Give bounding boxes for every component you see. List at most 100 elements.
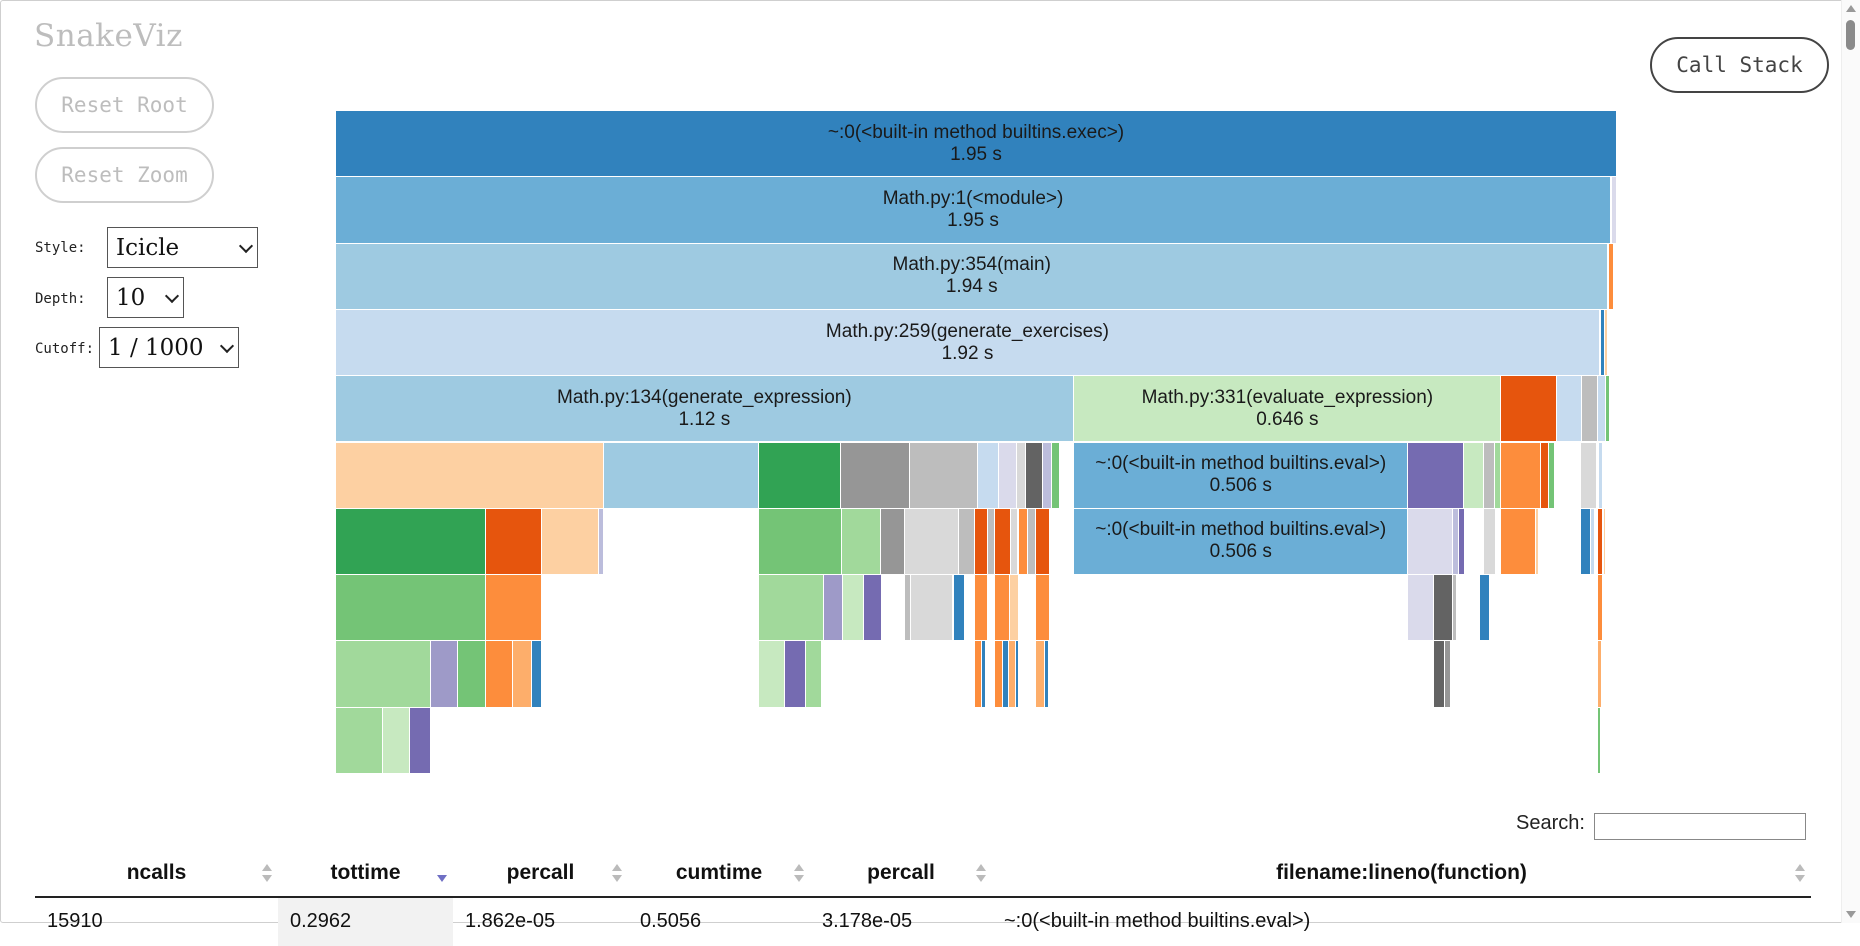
icicle-block[interactable] (1434, 575, 1453, 642)
icicle-block[interactable] (1015, 641, 1020, 708)
scroll-up-icon[interactable] (1846, 5, 1856, 12)
icicle-block[interactable] (430, 641, 459, 708)
icicle-block[interactable] (542, 508, 599, 576)
icicle-block[interactable] (843, 575, 864, 642)
icicle-block[interactable] (1484, 442, 1496, 509)
icicle-block[interactable] (513, 641, 532, 708)
icicle-block[interactable] (1495, 442, 1501, 509)
icicle-block[interactable] (1603, 508, 1607, 576)
icicle-block[interactable] (1017, 442, 1026, 509)
scrollbar-thumb[interactable] (1846, 20, 1855, 50)
depth-select[interactable]: 10 (107, 277, 184, 318)
icicle-block[interactable] (841, 442, 911, 509)
icicle-block[interactable] (824, 575, 844, 642)
icicle-block[interactable] (904, 575, 911, 642)
icicle-block[interactable] (1599, 442, 1604, 509)
reset-zoom-button[interactable]: Reset Zoom (35, 147, 214, 203)
icicle-block[interactable] (486, 508, 543, 576)
icicle-block[interactable] (336, 641, 431, 708)
icicle-block[interactable] (910, 442, 979, 509)
icicle-block[interactable] (785, 641, 807, 708)
icicle-block[interactable] (759, 442, 842, 509)
icicle-block-labeled[interactable]: Math.py:354(main) 1.94 s (336, 243, 1609, 310)
column-header-percall-cum[interactable]: percall (810, 850, 992, 898)
icicle-block[interactable] (1408, 442, 1464, 509)
column-header-tottime[interactable]: tottime (278, 850, 453, 898)
icicle-block[interactable] (1580, 508, 1592, 576)
icicle-block[interactable] (1549, 442, 1556, 509)
icicle-block[interactable] (1463, 442, 1485, 509)
icicle-block[interactable] (999, 442, 1018, 509)
icicle-block[interactable] (336, 707, 384, 774)
icicle-block[interactable] (1044, 641, 1050, 708)
icicle-block[interactable] (759, 575, 825, 642)
icicle-block[interactable] (842, 508, 882, 576)
icicle-block[interactable] (1036, 641, 1045, 708)
icicle-block[interactable] (383, 707, 410, 774)
icicle-block[interactable] (485, 641, 514, 708)
icicle-block[interactable] (1453, 508, 1460, 576)
icicle-block[interactable] (1002, 641, 1010, 708)
icicle-block[interactable] (759, 508, 843, 576)
icicle-block[interactable] (1434, 641, 1445, 708)
icicle-block[interactable] (1036, 575, 1051, 642)
icicle-block[interactable] (1019, 508, 1029, 576)
column-header-percall[interactable]: percall (453, 850, 628, 898)
icicle-block[interactable] (806, 641, 823, 708)
icicle-block[interactable] (1480, 575, 1491, 642)
icicle-block[interactable] (1408, 508, 1454, 576)
icicle-block[interactable] (1501, 442, 1542, 509)
icicle-block[interactable] (904, 508, 959, 576)
reset-root-button[interactable]: Reset Root (35, 77, 214, 133)
icicle-block[interactable] (1408, 575, 1435, 642)
cutoff-select[interactable]: 1 / 1000 (99, 327, 239, 368)
icicle-block[interactable] (336, 442, 605, 509)
icicle-block[interactable] (1010, 575, 1020, 642)
icicle-block[interactable] (978, 442, 1000, 509)
icicle-block[interactable] (974, 575, 988, 642)
table-row[interactable]: 15910 0.2962 1.862e-05 0.5056 3.178e-05 … (35, 897, 1811, 946)
icicle-block[interactable] (994, 575, 1010, 642)
column-header-function[interactable]: filename:lineno(function) (992, 850, 1811, 898)
icicle-block[interactable] (1009, 641, 1016, 708)
icicle-block[interactable] (910, 575, 954, 642)
icicle-block[interactable] (1501, 508, 1536, 576)
icicle-block[interactable] (974, 641, 983, 708)
search-input[interactable] (1594, 813, 1806, 840)
icicle-block[interactable] (1535, 508, 1539, 576)
icicle-block[interactable] (1604, 309, 1609, 377)
icicle-block[interactable] (531, 641, 543, 708)
icicle-block-labeled[interactable]: ~:0(<built-in method builtins.exec>) 1.95… (336, 111, 1617, 178)
icicle-block[interactable] (1597, 575, 1603, 642)
icicle-block[interactable] (1541, 442, 1550, 509)
icicle-block[interactable] (1580, 442, 1597, 509)
icicle-block-labeled[interactable]: ~:0(<built-in method builtins.eval>) 0.50… (1074, 442, 1409, 509)
icicle-block[interactable] (1444, 641, 1451, 708)
call-stack-button[interactable]: Call Stack (1650, 37, 1829, 93)
icicle-block[interactable] (987, 508, 995, 576)
icicle-block[interactable] (759, 641, 786, 708)
icicle-block[interactable] (958, 508, 975, 576)
icicle-block[interactable] (409, 707, 431, 774)
icicle-block[interactable] (1537, 575, 1539, 642)
icicle-block[interactable] (1025, 442, 1043, 509)
icicle-block[interactable] (881, 508, 905, 576)
icicle-block[interactable] (1484, 508, 1497, 576)
icicle-block[interactable] (863, 575, 882, 642)
icicle-block[interactable] (1052, 442, 1060, 509)
icicle-block[interactable] (994, 508, 1011, 576)
icicle-block[interactable] (1597, 641, 1602, 708)
icicle-block[interactable] (1557, 376, 1582, 443)
icicle-block-labeled[interactable]: ~:0(<built-in method builtins.eval>) 0.50… (1074, 508, 1409, 576)
icicle-block[interactable] (1597, 707, 1601, 774)
icicle-block[interactable] (1452, 575, 1457, 642)
scroll-down-icon[interactable] (1846, 911, 1856, 918)
icicle-block[interactable] (1042, 442, 1053, 509)
icicle-block[interactable] (1010, 508, 1018, 576)
icicle-block[interactable] (604, 442, 760, 509)
icicle-block[interactable] (1028, 508, 1037, 576)
icicle-block[interactable] (598, 508, 605, 576)
icicle-block[interactable] (1036, 508, 1051, 576)
column-header-cumtime[interactable]: cumtime (628, 850, 810, 898)
icicle-block[interactable] (1581, 376, 1598, 443)
